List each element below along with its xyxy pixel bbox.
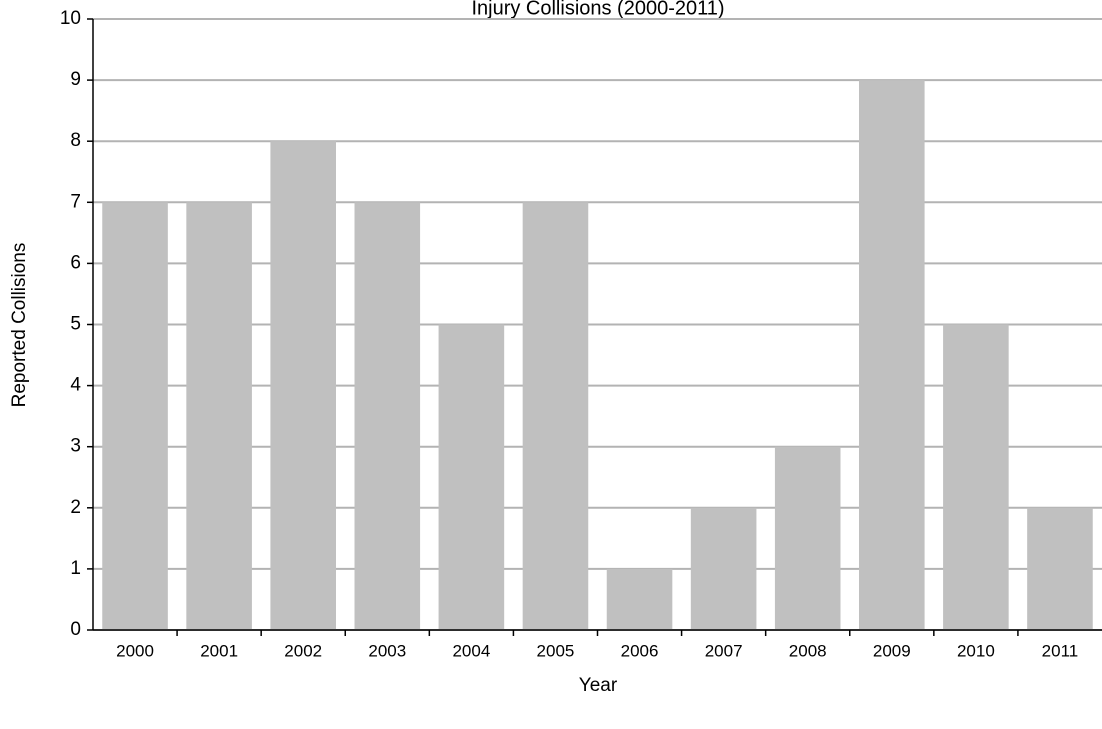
bar (1027, 507, 1093, 630)
bar (943, 324, 1009, 630)
x-tick-label: 2010 (957, 641, 995, 660)
x-tick-label: 2001 (200, 641, 238, 660)
bar (690, 507, 757, 630)
x-tick-label: 2009 (873, 641, 911, 660)
bar (102, 202, 168, 631)
x-tick-label: 2004 (452, 641, 490, 660)
bar (354, 202, 421, 631)
x-axis-label: Year (579, 675, 618, 696)
bar (270, 141, 337, 630)
x-tick-label: 2008 (789, 641, 827, 660)
y-tick-label: 4 (70, 375, 81, 396)
y-tick-label: 2 (70, 497, 81, 518)
x-tick-label: 2003 (368, 641, 406, 660)
y-tick-label: 10 (60, 8, 81, 29)
y-tick-label: 1 (70, 558, 81, 579)
y-tick-label: 0 (70, 619, 81, 640)
y-tick-label: 5 (70, 314, 81, 335)
x-tick-label: 2002 (284, 641, 322, 660)
y-tick-label: 8 (70, 130, 81, 151)
bar (522, 202, 589, 631)
bar (606, 568, 673, 630)
x-tick-label: 2006 (621, 641, 659, 660)
chart-title: Injury Collisions (2000-2011) (471, 0, 724, 19)
y-tick-label: 7 (70, 191, 81, 212)
y-tick-label: 3 (70, 436, 81, 457)
bar (858, 80, 925, 631)
bar (774, 446, 841, 630)
bar (186, 202, 252, 631)
x-tick-label: 2007 (705, 641, 743, 660)
y-tick-label: 6 (70, 252, 81, 273)
x-tick-label: 2000 (116, 641, 154, 660)
y-tick-label: 9 (70, 69, 81, 90)
x-tick-label: 2005 (537, 641, 575, 660)
bar (438, 324, 505, 630)
x-tick-label: 2011 (1042, 641, 1079, 660)
y-axis-label: Reported Collisions (9, 243, 30, 408)
